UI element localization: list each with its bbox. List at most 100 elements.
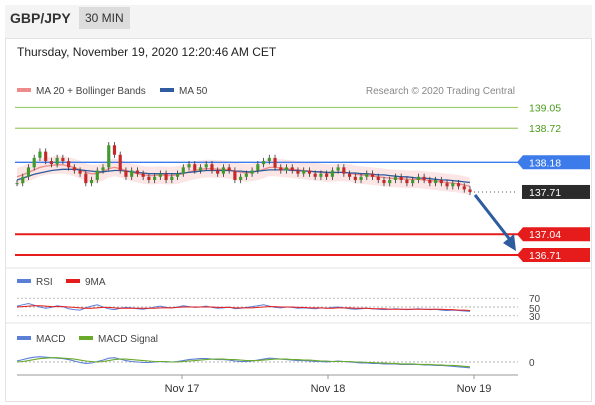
- candle-body: [38, 151, 42, 158]
- candle-body: [244, 173, 248, 177]
- candle-body: [261, 161, 266, 165]
- candle-body: [153, 176, 157, 180]
- x-tick-nov17: Nov 17: [165, 383, 200, 395]
- candle-body: [49, 161, 53, 165]
- candle-body: [393, 176, 398, 180]
- candle-body: [370, 173, 375, 177]
- candle-body: [187, 164, 191, 168]
- ma50-line: [16, 168, 471, 184]
- candle-body: [411, 179, 415, 184]
- rsi-tick-70: 70: [529, 294, 541, 305]
- candle-body: [135, 170, 139, 174]
- candle-body: [181, 167, 185, 174]
- candle-body: [313, 173, 317, 177]
- candle-body: [319, 173, 323, 177]
- candle-body: [89, 179, 94, 184]
- rsi-legend-label: RSI: [36, 277, 53, 288]
- candle-body: [439, 179, 443, 184]
- candle-body: [193, 164, 197, 171]
- forecast-arrow-shaft: [473, 194, 513, 242]
- timeframe-badge[interactable]: 30 MIN: [79, 7, 130, 29]
- candle-body: [55, 157, 59, 165]
- candle-body: [348, 173, 352, 177]
- candle-body: [296, 170, 300, 174]
- candle-body: [72, 167, 76, 171]
- candle-body: [118, 154, 122, 171]
- ma50-legend-label: MA 50: [179, 86, 208, 97]
- rsi-9ma-legend-swatch: [66, 279, 80, 283]
- macd-tick-0: 0: [529, 358, 535, 369]
- ma20-legend-label: MA 20 + Bollinger Bands: [36, 86, 146, 97]
- candle-body: [44, 151, 48, 162]
- candle-body: [15, 183, 19, 185]
- candle-body: [221, 167, 226, 174]
- candle-body: [365, 173, 369, 177]
- resistance-label-138-72: 138.72: [529, 123, 561, 135]
- candle-body: [445, 183, 449, 187]
- candle-body: [434, 179, 438, 184]
- candle-body: [164, 173, 168, 180]
- bollinger-band: [17, 156, 470, 196]
- candle-body: [84, 173, 88, 184]
- candle-body: [101, 167, 105, 171]
- candle-body: [451, 183, 455, 187]
- macd-signal-legend-swatch: [79, 336, 93, 340]
- candle-body: [216, 170, 220, 174]
- rsi-tick-50: 50: [529, 304, 541, 315]
- support-tag-137-04: [517, 227, 590, 242]
- candle-body: [456, 183, 461, 187]
- candle-body: [107, 145, 111, 168]
- rsi-9ma-legend-label: 9MA: [85, 277, 106, 288]
- candle-body: [428, 179, 432, 184]
- current-price-label: 137.71: [529, 187, 561, 199]
- candle-body: [376, 176, 380, 180]
- candle-body: [61, 157, 65, 162]
- x-tick-nov18: Nov 18: [311, 383, 346, 395]
- candle-body: [307, 170, 312, 174]
- candle-body: [325, 173, 329, 177]
- candle-body: [422, 176, 426, 180]
- candle-body: [468, 189, 472, 192]
- candle-body: [256, 164, 260, 171]
- candle-body: [32, 157, 36, 168]
- candle-body: [279, 167, 283, 171]
- candle-body: [78, 170, 82, 174]
- candle-body: [175, 173, 180, 177]
- candle-body: [273, 157, 277, 168]
- candle-body: [290, 167, 294, 171]
- candle-body: [239, 176, 243, 180]
- candle-body: [26, 167, 31, 177]
- resistance-label-139-05: 139.05: [529, 102, 561, 114]
- candle-body: [233, 170, 237, 180]
- chart-datetime: Thursday, November 19, 2020 12:20:46 AM …: [17, 45, 277, 59]
- candle-body: [399, 176, 403, 180]
- candle-body: [170, 176, 174, 180]
- candle-body: [284, 167, 289, 171]
- forecast-arrow-head: [503, 234, 516, 252]
- candle-body: [21, 176, 25, 184]
- candle-body: [198, 167, 203, 171]
- chart-marks: 139.05 138.72 138.18 137.71 137.04 136.71: [15, 102, 590, 379]
- candle-body: [330, 170, 334, 177]
- candle-body: [336, 167, 340, 171]
- candle-body: [405, 179, 409, 184]
- candle-body: [388, 179, 392, 184]
- macd-signal-legend-label: MACD Signal: [98, 334, 158, 345]
- candle-body: [95, 170, 99, 180]
- candle-body: [124, 170, 128, 177]
- macd-legend-swatch: [17, 336, 31, 340]
- candle-body: [359, 176, 363, 180]
- candle-body: [462, 186, 466, 190]
- chart-frame: [5, 5, 592, 402]
- rsi-9ma-line: [16, 305, 471, 311]
- candle-body: [353, 176, 357, 180]
- pivot-label-138-18: 138.18: [529, 157, 561, 169]
- candle-body: [147, 176, 151, 180]
- candle-body: [382, 179, 386, 184]
- support-label-137-04: 137.04: [529, 229, 561, 241]
- ma50-legend-swatch: [160, 88, 174, 92]
- x-tick-nov19: Nov 19: [457, 383, 492, 395]
- candle-body: [227, 167, 231, 171]
- candle-body: [204, 164, 208, 168]
